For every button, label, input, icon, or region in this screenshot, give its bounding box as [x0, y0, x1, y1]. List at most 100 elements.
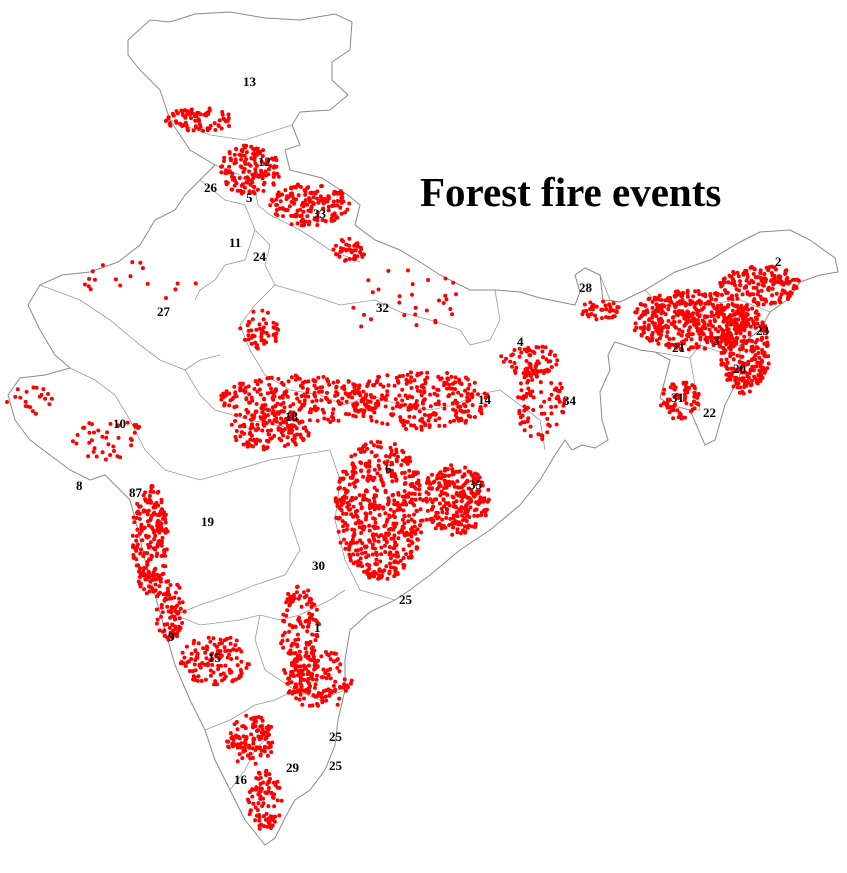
fire-point	[435, 473, 440, 478]
fire-point	[334, 384, 339, 389]
fire-point	[178, 606, 183, 611]
fire-point	[407, 455, 412, 460]
fire-point	[448, 516, 453, 521]
fire-point	[501, 359, 506, 364]
fire-point	[137, 531, 142, 536]
fire-point	[413, 406, 418, 411]
fire-point	[447, 393, 452, 397]
fire-point	[694, 307, 699, 312]
fire-point	[510, 352, 515, 357]
fire-point	[701, 332, 706, 337]
fire-point	[354, 513, 358, 518]
fire-point	[337, 669, 342, 674]
fire-point	[362, 312, 366, 317]
fire-point	[247, 812, 252, 817]
fire-point	[709, 338, 714, 343]
fire-point	[184, 644, 189, 649]
state-label: 8	[76, 478, 83, 493]
fire-point	[274, 419, 279, 424]
fire-point	[253, 410, 258, 415]
fire-point	[428, 404, 433, 409]
fire-point	[370, 290, 375, 295]
fire-point	[458, 531, 463, 536]
fire-point	[86, 454, 91, 459]
fire-point	[410, 501, 415, 506]
fire-point	[217, 118, 222, 123]
state-label: 29	[286, 760, 300, 775]
fire-point	[135, 527, 140, 532]
fire-point	[304, 689, 309, 694]
fire-point	[280, 393, 285, 398]
fire-point	[787, 280, 792, 285]
fire-point	[229, 657, 234, 661]
fire-point	[249, 341, 254, 346]
fire-point	[148, 557, 153, 562]
fire-point	[272, 332, 277, 337]
fire-point	[242, 724, 246, 729]
fire-point	[148, 540, 153, 545]
fire-point	[328, 676, 333, 681]
fire-point	[465, 513, 470, 518]
fire-point	[261, 814, 266, 819]
fire-point	[150, 484, 155, 489]
fire-point	[158, 579, 163, 584]
fire-point	[118, 283, 123, 288]
fire-point	[660, 326, 665, 330]
state-label: 5	[246, 190, 253, 205]
fire-point	[419, 371, 424, 375]
fire-point	[310, 399, 315, 404]
fire-point	[90, 269, 95, 274]
fire-point	[413, 305, 418, 310]
fire-point	[359, 247, 364, 251]
fire-point	[167, 596, 172, 601]
fire-point	[299, 604, 304, 609]
state-label: 31	[671, 390, 684, 405]
fire-point	[240, 756, 245, 761]
fire-point	[311, 378, 316, 382]
fire-point	[148, 544, 153, 549]
fire-point	[248, 437, 253, 442]
fire-point	[379, 477, 384, 482]
fire-point	[691, 294, 696, 299]
fire-point	[310, 703, 315, 708]
fire-point	[348, 498, 353, 503]
fire-point	[259, 159, 264, 164]
fire-point	[709, 333, 714, 338]
fire-point	[264, 321, 269, 326]
fire-point	[677, 393, 681, 398]
fire-point	[178, 625, 183, 630]
fire-point	[424, 496, 429, 501]
fire-point	[378, 382, 383, 387]
fire-point	[356, 563, 360, 568]
fire-point	[676, 331, 681, 336]
fire-point	[374, 571, 378, 576]
fire-point	[383, 404, 388, 409]
fire-point	[405, 372, 410, 377]
fire-point	[672, 387, 677, 392]
fire-point	[187, 110, 192, 115]
fire-point	[539, 433, 544, 438]
fire-point	[444, 297, 449, 302]
fire-point	[252, 438, 256, 443]
fire-point	[237, 752, 242, 757]
fire-point	[220, 112, 225, 117]
fire-point	[685, 288, 690, 293]
fire-point	[729, 340, 734, 345]
fire-point	[655, 307, 660, 312]
fire-point	[522, 408, 527, 413]
fire-point	[305, 390, 310, 395]
fire-point	[310, 632, 315, 637]
fire-point	[783, 269, 788, 273]
fire-point	[395, 550, 400, 555]
fire-point	[682, 397, 687, 402]
fire-point	[463, 404, 468, 408]
fire-point	[380, 421, 385, 426]
fire-point	[168, 121, 172, 126]
fire-point	[359, 468, 364, 473]
fire-point	[261, 182, 266, 187]
fire-point	[315, 210, 320, 215]
fire-point	[396, 536, 401, 541]
fire-point	[405, 461, 410, 466]
fire-point	[465, 479, 470, 484]
fire-point	[83, 282, 87, 287]
